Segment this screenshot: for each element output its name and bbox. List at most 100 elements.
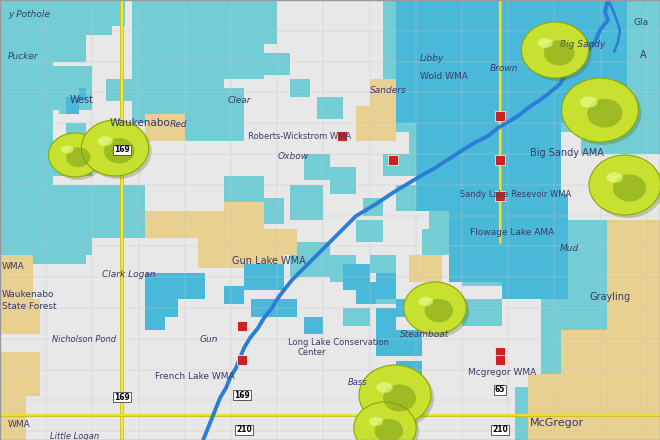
Bar [185, 211, 224, 238]
Bar [356, 282, 376, 304]
Text: 210: 210 [236, 425, 252, 434]
Ellipse shape [357, 405, 419, 440]
Bar [277, 299, 297, 317]
Bar [409, 255, 442, 282]
Bar [290, 79, 310, 97]
Bar [495, 155, 505, 165]
Text: Big Sandy: Big Sandy [560, 40, 605, 49]
Bar [132, 53, 198, 123]
Bar [343, 308, 370, 326]
Bar [541, 220, 660, 440]
Ellipse shape [587, 99, 622, 128]
Bar [264, 53, 290, 75]
Bar [92, 185, 145, 238]
Bar [165, 88, 244, 141]
Ellipse shape [564, 81, 642, 145]
Text: Red: Red [170, 120, 187, 129]
Bar [502, 246, 568, 299]
Ellipse shape [369, 417, 383, 426]
Bar [224, 176, 264, 211]
Text: A: A [640, 50, 647, 60]
Bar [317, 97, 343, 119]
Bar [376, 308, 396, 334]
Text: Long Lake Conservation: Long Lake Conservation [288, 338, 389, 347]
Bar [290, 185, 323, 220]
Bar [244, 264, 284, 290]
Bar [0, 352, 40, 396]
Bar [178, 273, 205, 299]
Bar [363, 198, 383, 216]
Text: Mud: Mud [560, 244, 579, 253]
Text: Mcgregor WMA: Mcgregor WMA [468, 368, 536, 377]
Ellipse shape [537, 38, 553, 48]
Text: Gla: Gla [634, 18, 649, 27]
Ellipse shape [589, 155, 660, 215]
Text: Bass: Bass [348, 378, 368, 387]
Bar [528, 374, 581, 440]
Ellipse shape [362, 368, 434, 428]
Bar [237, 355, 247, 365]
Ellipse shape [104, 138, 135, 163]
Bar [33, 220, 86, 264]
Bar [0, 255, 33, 299]
Ellipse shape [66, 147, 90, 167]
Text: Sanders: Sanders [370, 86, 407, 95]
Bar [304, 154, 330, 180]
Bar [396, 299, 422, 317]
Bar [396, 361, 422, 378]
Ellipse shape [525, 25, 591, 81]
Text: Grayling: Grayling [590, 292, 631, 302]
Text: Gun: Gun [200, 335, 218, 344]
Bar [198, 233, 264, 268]
Bar [92, 0, 125, 26]
Bar [224, 202, 264, 238]
Bar [53, 141, 92, 176]
Bar [251, 198, 284, 224]
Bar [370, 255, 396, 273]
Bar [561, 330, 660, 440]
Bar [356, 220, 383, 242]
Text: Steamboat: Steamboat [400, 330, 449, 339]
Bar [416, 114, 561, 211]
Bar [337, 131, 347, 141]
Text: 210: 210 [492, 425, 508, 434]
Text: Waukenabo: Waukenabo [110, 118, 171, 128]
Bar [462, 299, 502, 326]
Bar [502, 211, 568, 264]
Ellipse shape [404, 282, 466, 334]
Bar [0, 0, 86, 62]
Bar [251, 246, 284, 273]
Ellipse shape [49, 133, 102, 177]
Text: 169: 169 [234, 390, 250, 400]
Bar [237, 391, 247, 401]
Bar [117, 157, 127, 167]
Bar [224, 286, 244, 304]
Text: Sandy Lake Resevoir WMA: Sandy Lake Resevoir WMA [460, 190, 572, 199]
Bar [0, 185, 92, 255]
Bar [40, 66, 92, 110]
Bar [495, 347, 505, 357]
Bar [290, 242, 330, 277]
Bar [0, 299, 40, 334]
Ellipse shape [359, 365, 431, 425]
Ellipse shape [562, 78, 638, 142]
Text: WMA: WMA [8, 420, 31, 429]
Bar [66, 97, 79, 114]
Bar [370, 282, 396, 304]
Bar [515, 387, 660, 440]
Text: Pucker: Pucker [8, 52, 39, 61]
Bar [429, 176, 521, 238]
Ellipse shape [607, 172, 623, 183]
Bar [330, 255, 356, 282]
Text: Clear: Clear [228, 96, 251, 105]
Text: Oxbow: Oxbow [278, 152, 309, 161]
Bar [237, 321, 247, 331]
Ellipse shape [521, 22, 589, 78]
Text: McGregor: McGregor [530, 418, 584, 428]
Bar [145, 317, 165, 330]
Bar [396, 185, 422, 211]
Text: Roberts-Wickstrom WMA: Roberts-Wickstrom WMA [248, 132, 351, 141]
Ellipse shape [98, 136, 113, 146]
Ellipse shape [424, 299, 453, 322]
Bar [388, 155, 398, 165]
